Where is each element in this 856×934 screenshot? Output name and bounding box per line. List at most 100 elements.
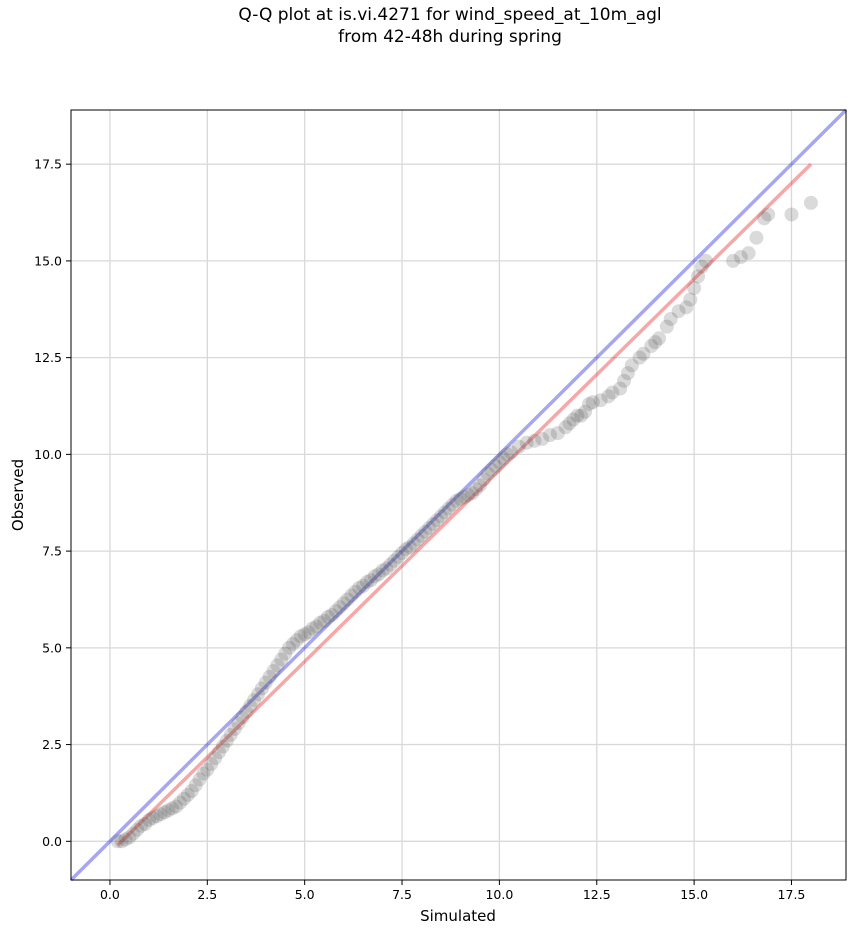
data-point bbox=[593, 393, 608, 408]
data-point bbox=[278, 646, 293, 661]
data-point bbox=[636, 346, 651, 361]
data-point bbox=[375, 563, 390, 578]
data-point bbox=[733, 250, 748, 265]
data-point bbox=[188, 778, 203, 793]
data-point bbox=[359, 575, 374, 590]
data-point bbox=[465, 486, 480, 501]
data-point bbox=[239, 704, 254, 719]
data-point bbox=[496, 451, 511, 466]
data-point bbox=[247, 693, 262, 708]
data-point bbox=[297, 627, 312, 642]
data-point bbox=[426, 517, 441, 532]
data-point bbox=[184, 784, 199, 799]
data-point bbox=[262, 669, 277, 684]
data-point bbox=[285, 636, 300, 651]
data-point bbox=[324, 607, 339, 622]
data-point bbox=[395, 546, 410, 561]
data-point bbox=[500, 447, 515, 462]
data-point bbox=[476, 472, 491, 487]
data-point bbox=[461, 488, 476, 502]
data-point bbox=[422, 520, 437, 535]
data-point bbox=[402, 540, 417, 555]
data-point bbox=[219, 733, 234, 748]
data-point bbox=[169, 799, 184, 814]
data-point bbox=[200, 762, 215, 777]
grid-lines bbox=[71, 110, 846, 880]
data-point bbox=[161, 803, 176, 818]
data-point bbox=[122, 830, 137, 845]
data-point bbox=[282, 640, 297, 655]
data-point bbox=[332, 600, 347, 615]
data-point bbox=[208, 751, 223, 766]
data-point bbox=[348, 584, 363, 599]
y-tick-label: 5.0 bbox=[42, 640, 62, 655]
data-point bbox=[574, 408, 589, 423]
data-point bbox=[110, 834, 125, 849]
data-point bbox=[519, 435, 534, 450]
data-point bbox=[317, 613, 332, 628]
data-point bbox=[223, 727, 238, 742]
plot-frame bbox=[70, 109, 847, 881]
data-point bbox=[605, 385, 620, 400]
data-point bbox=[309, 619, 324, 634]
y-tick-label: 15.0 bbox=[34, 253, 62, 268]
x-axis-label: Simulated bbox=[420, 907, 496, 925]
data-point bbox=[383, 557, 398, 572]
data-point bbox=[391, 549, 406, 564]
data-point bbox=[445, 497, 460, 512]
y-tick-label: 0.0 bbox=[42, 834, 62, 849]
data-point bbox=[141, 813, 156, 828]
data-point bbox=[527, 433, 542, 448]
data-point bbox=[694, 259, 709, 274]
data-point bbox=[652, 331, 667, 346]
data-point bbox=[258, 675, 273, 690]
data-point bbox=[211, 745, 226, 760]
data-point bbox=[145, 811, 160, 826]
y-axis-ticks: 0.0 2.5 5.0 7.5 10.0 12.5 15.0 17.5 bbox=[34, 157, 71, 849]
data-point bbox=[757, 211, 772, 226]
y-axis-label: Observed bbox=[9, 459, 27, 531]
data-point bbox=[562, 416, 577, 431]
data-point bbox=[196, 766, 211, 781]
data-point bbox=[550, 426, 565, 441]
data-point bbox=[691, 269, 706, 284]
data-point bbox=[371, 567, 386, 582]
data-point bbox=[176, 791, 191, 806]
data-point bbox=[480, 466, 495, 481]
data-point bbox=[433, 509, 448, 524]
data-point bbox=[504, 445, 519, 460]
y-tick-label: 17.5 bbox=[34, 157, 62, 172]
data-point bbox=[671, 304, 686, 319]
data-point bbox=[585, 395, 600, 410]
data-point bbox=[469, 482, 484, 497]
data-point bbox=[356, 578, 371, 593]
data-point bbox=[543, 428, 558, 443]
data-point bbox=[114, 834, 129, 849]
data-point bbox=[301, 625, 316, 640]
reference-lines bbox=[69, 108, 848, 882]
data-point bbox=[130, 822, 145, 837]
data-point bbox=[406, 536, 421, 551]
data-point bbox=[266, 664, 281, 679]
data-point bbox=[687, 280, 702, 295]
data-point bbox=[321, 609, 336, 624]
data-point bbox=[367, 569, 382, 584]
data-point bbox=[535, 431, 550, 446]
data-point bbox=[192, 772, 207, 787]
x-tick-label: 17.5 bbox=[778, 887, 806, 902]
data-point bbox=[387, 553, 402, 568]
data-point bbox=[578, 404, 593, 419]
data-point bbox=[741, 246, 756, 261]
data-point bbox=[227, 722, 242, 737]
data-point bbox=[437, 505, 452, 520]
data-point bbox=[683, 292, 698, 307]
data-point bbox=[352, 580, 367, 595]
data-point bbox=[430, 513, 445, 528]
data-point bbox=[180, 787, 195, 802]
data-point bbox=[313, 615, 328, 630]
data-point bbox=[632, 350, 647, 365]
y-tick-label: 12.5 bbox=[34, 350, 62, 365]
data-point bbox=[418, 524, 433, 539]
data-point bbox=[215, 739, 230, 754]
data-point bbox=[165, 801, 180, 816]
